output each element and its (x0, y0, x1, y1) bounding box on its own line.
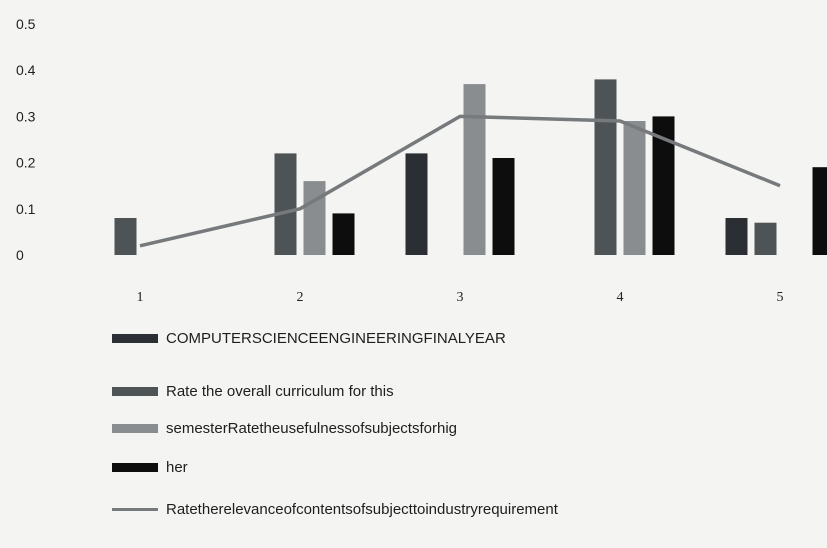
legend-item-series-5: Ratetherelevanceofcontentsofsubjecttoind… (112, 501, 558, 518)
x-tick-label: 3 (457, 290, 464, 305)
legend-label: semesterRatetheusefulnessofsubjectsforhi… (166, 420, 457, 437)
legend-swatch (112, 424, 158, 433)
y-tick-label: 0.1 (16, 201, 36, 217)
legend-item-series-4: her (112, 459, 188, 476)
series-line (139, 114, 781, 248)
y-tick-label: 0.5 (16, 16, 36, 32)
legend-label: her (166, 459, 188, 476)
legend-item-series-3: semesterRatetheusefulnessofsubjectsforhi… (112, 420, 457, 437)
y-tick-label: 0.4 (16, 62, 36, 78)
legend-item-series-2: Rate the overall curriculum for this (112, 383, 394, 400)
bar (725, 218, 748, 255)
bar (303, 181, 326, 255)
x-tick-label: 1 (137, 290, 144, 305)
legend-label: Ratetherelevanceofcontentsofsubjecttoind… (166, 501, 558, 518)
y-tick-label: 0 (16, 247, 24, 263)
bar (594, 79, 617, 256)
bar (623, 121, 646, 255)
bars (114, 79, 827, 256)
y-tick-label: 0.3 (16, 108, 36, 124)
legend-swatch (112, 334, 158, 343)
x-tick-label: 4 (617, 290, 624, 305)
x-tick-label: 5 (777, 290, 784, 305)
bar (652, 116, 675, 256)
y-axis-ticks: 0.5 0.4 0.3 0.2 0.1 0 (16, 16, 36, 263)
legend-swatch (112, 463, 158, 472)
legend-swatch (112, 387, 158, 396)
y-tick-label: 0.2 (16, 155, 36, 171)
bar (492, 158, 515, 255)
bar (405, 153, 428, 255)
legend-label: Rate the overall curriculum for this (166, 383, 394, 400)
line-series-layer (139, 114, 781, 248)
bar (754, 222, 777, 255)
bar (332, 213, 355, 255)
legend-item-series-1: COMPUTERSCIENCEENGINEERINGFINALYEAR (112, 330, 506, 347)
bar (812, 167, 827, 255)
bar (114, 218, 137, 255)
legend-swatch-line (112, 508, 158, 511)
x-axis-ticks: 1 2 3 4 5 (137, 290, 784, 305)
bar (463, 84, 486, 255)
x-tick-label: 2 (297, 290, 304, 305)
bar (274, 153, 297, 255)
legend-label: COMPUTERSCIENCEENGINEERINGFINALYEAR (166, 330, 506, 347)
